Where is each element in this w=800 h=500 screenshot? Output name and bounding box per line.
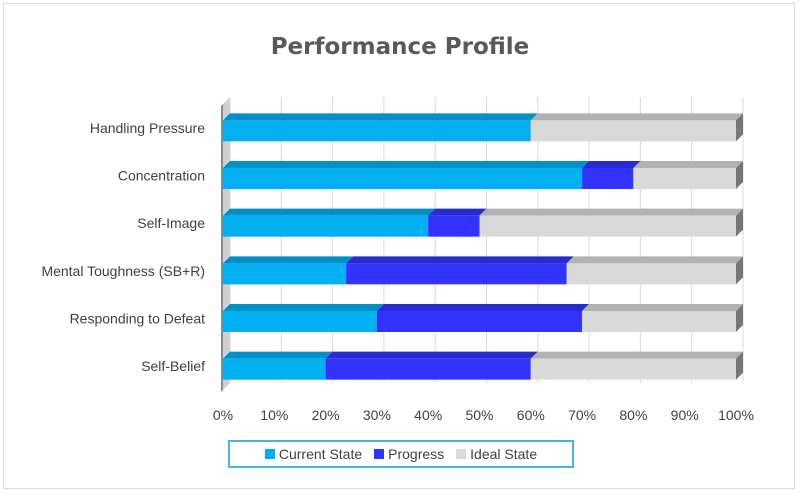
bar-concentration-ideal-state-top — [633, 161, 743, 168]
legend-label-current-state: Current State — [278, 446, 363, 462]
category-label: Responding to Defeat — [70, 311, 206, 327]
bar-self-belief-ideal-state-top — [530, 351, 743, 359]
bar-self-belief-ideal-state-side — [736, 351, 743, 380]
category-label: Handling Pressure — [90, 120, 205, 136]
bar-concentration-current-state — [223, 168, 583, 189]
x-tick-label: 10% — [260, 407, 288, 423]
x-tick-label: 0% — [213, 407, 233, 423]
legend-swatch-progress — [374, 449, 385, 459]
category-label: Mental Toughness (SB+R) — [41, 263, 205, 279]
bar-self-image-progress-top — [428, 208, 487, 216]
bar-responding-to-defeat-current-state — [223, 311, 377, 332]
bar-handling-pressure-current-state — [223, 120, 531, 142]
bar-mental-toughness-sb-r-ideal-state-top — [566, 256, 743, 264]
legend-label-progress: Progress — [388, 446, 445, 462]
bar-responding-to-defeat-current-state-top — [223, 304, 384, 311]
legend-swatch-ideal-state — [456, 449, 467, 459]
bar-concentration-progress — [582, 168, 634, 189]
bar-mental-toughness-sb-r-ideal-state — [566, 263, 736, 285]
bar-concentration-ideal-state — [633, 168, 736, 189]
chart-frame — [3, 3, 795, 489]
x-tick-label: 20% — [312, 407, 340, 423]
bar-responding-to-defeat-progress — [376, 311, 583, 332]
bar-responding-to-defeat-progress-top — [376, 304, 590, 311]
legend-swatch-current-state — [264, 449, 275, 459]
x-tick-label: 90% — [671, 407, 699, 423]
bar-mental-toughness-sb-r-ideal-state-side — [736, 256, 743, 285]
chart-wall-edge — [221, 104, 223, 392]
bar-mental-toughness-sb-r-progress-top — [346, 256, 574, 264]
bar-responding-to-defeat-ideal-state-side — [736, 304, 743, 332]
bar-handling-pressure-ideal-state — [530, 120, 736, 142]
bar-self-image-ideal-state-side — [736, 208, 743, 237]
bar-handling-pressure-ideal-state-side — [736, 113, 743, 142]
x-tick-label: 60% — [517, 407, 545, 423]
bar-self-belief-progress — [325, 358, 531, 380]
bar-self-image-current-state — [223, 215, 429, 237]
bar-self-image-current-state-top — [223, 208, 436, 216]
bar-mental-toughness-sb-r-current-state — [223, 263, 347, 285]
chart-title: Performance Profile — [270, 34, 530, 60]
bar-concentration-progress-top — [582, 161, 641, 168]
bar-concentration-ideal-state-side — [736, 161, 743, 189]
bar-self-belief-current-state-top — [223, 351, 333, 359]
bar-handling-pressure-current-state-top — [223, 113, 538, 121]
bar-self-image-progress — [428, 215, 480, 237]
x-tick-label: 50% — [465, 407, 493, 423]
x-tick-label: 80% — [619, 407, 647, 423]
legend-item-ideal-state: Ideal State — [456, 446, 537, 462]
legend-item-progress: Progress — [374, 446, 444, 462]
bar-self-belief-ideal-state — [530, 358, 736, 380]
x-tick-label: 40% — [414, 407, 442, 423]
category-label: Self-Belief — [141, 358, 205, 374]
bar-mental-toughness-sb-r-progress — [346, 263, 567, 285]
x-tick-label: 30% — [363, 407, 391, 423]
category-label: Self-Image — [137, 215, 205, 231]
bar-responding-to-defeat-ideal-state — [582, 311, 736, 332]
category-label: Concentration — [118, 168, 205, 184]
bar-self-image-ideal-state-top — [479, 208, 743, 216]
bar-self-image-ideal-state — [479, 215, 736, 237]
bar-responding-to-defeat-ideal-state-top — [582, 304, 743, 311]
bar-mental-toughness-sb-r-current-state-top — [223, 256, 354, 264]
bar-concentration-current-state-top — [223, 161, 590, 168]
bar-self-belief-progress-top — [325, 351, 538, 359]
bar-handling-pressure-ideal-state-top — [530, 113, 743, 121]
legend-item-current-state: Current State — [264, 446, 363, 462]
bar-self-belief-current-state — [223, 358, 326, 380]
legend-label-ideal-state: Ideal State — [470, 446, 538, 462]
x-tick-label: 70% — [568, 407, 596, 423]
chart-legend: Current State Progress Ideal State — [228, 440, 574, 468]
x-tick-label: 100% — [718, 407, 754, 423]
